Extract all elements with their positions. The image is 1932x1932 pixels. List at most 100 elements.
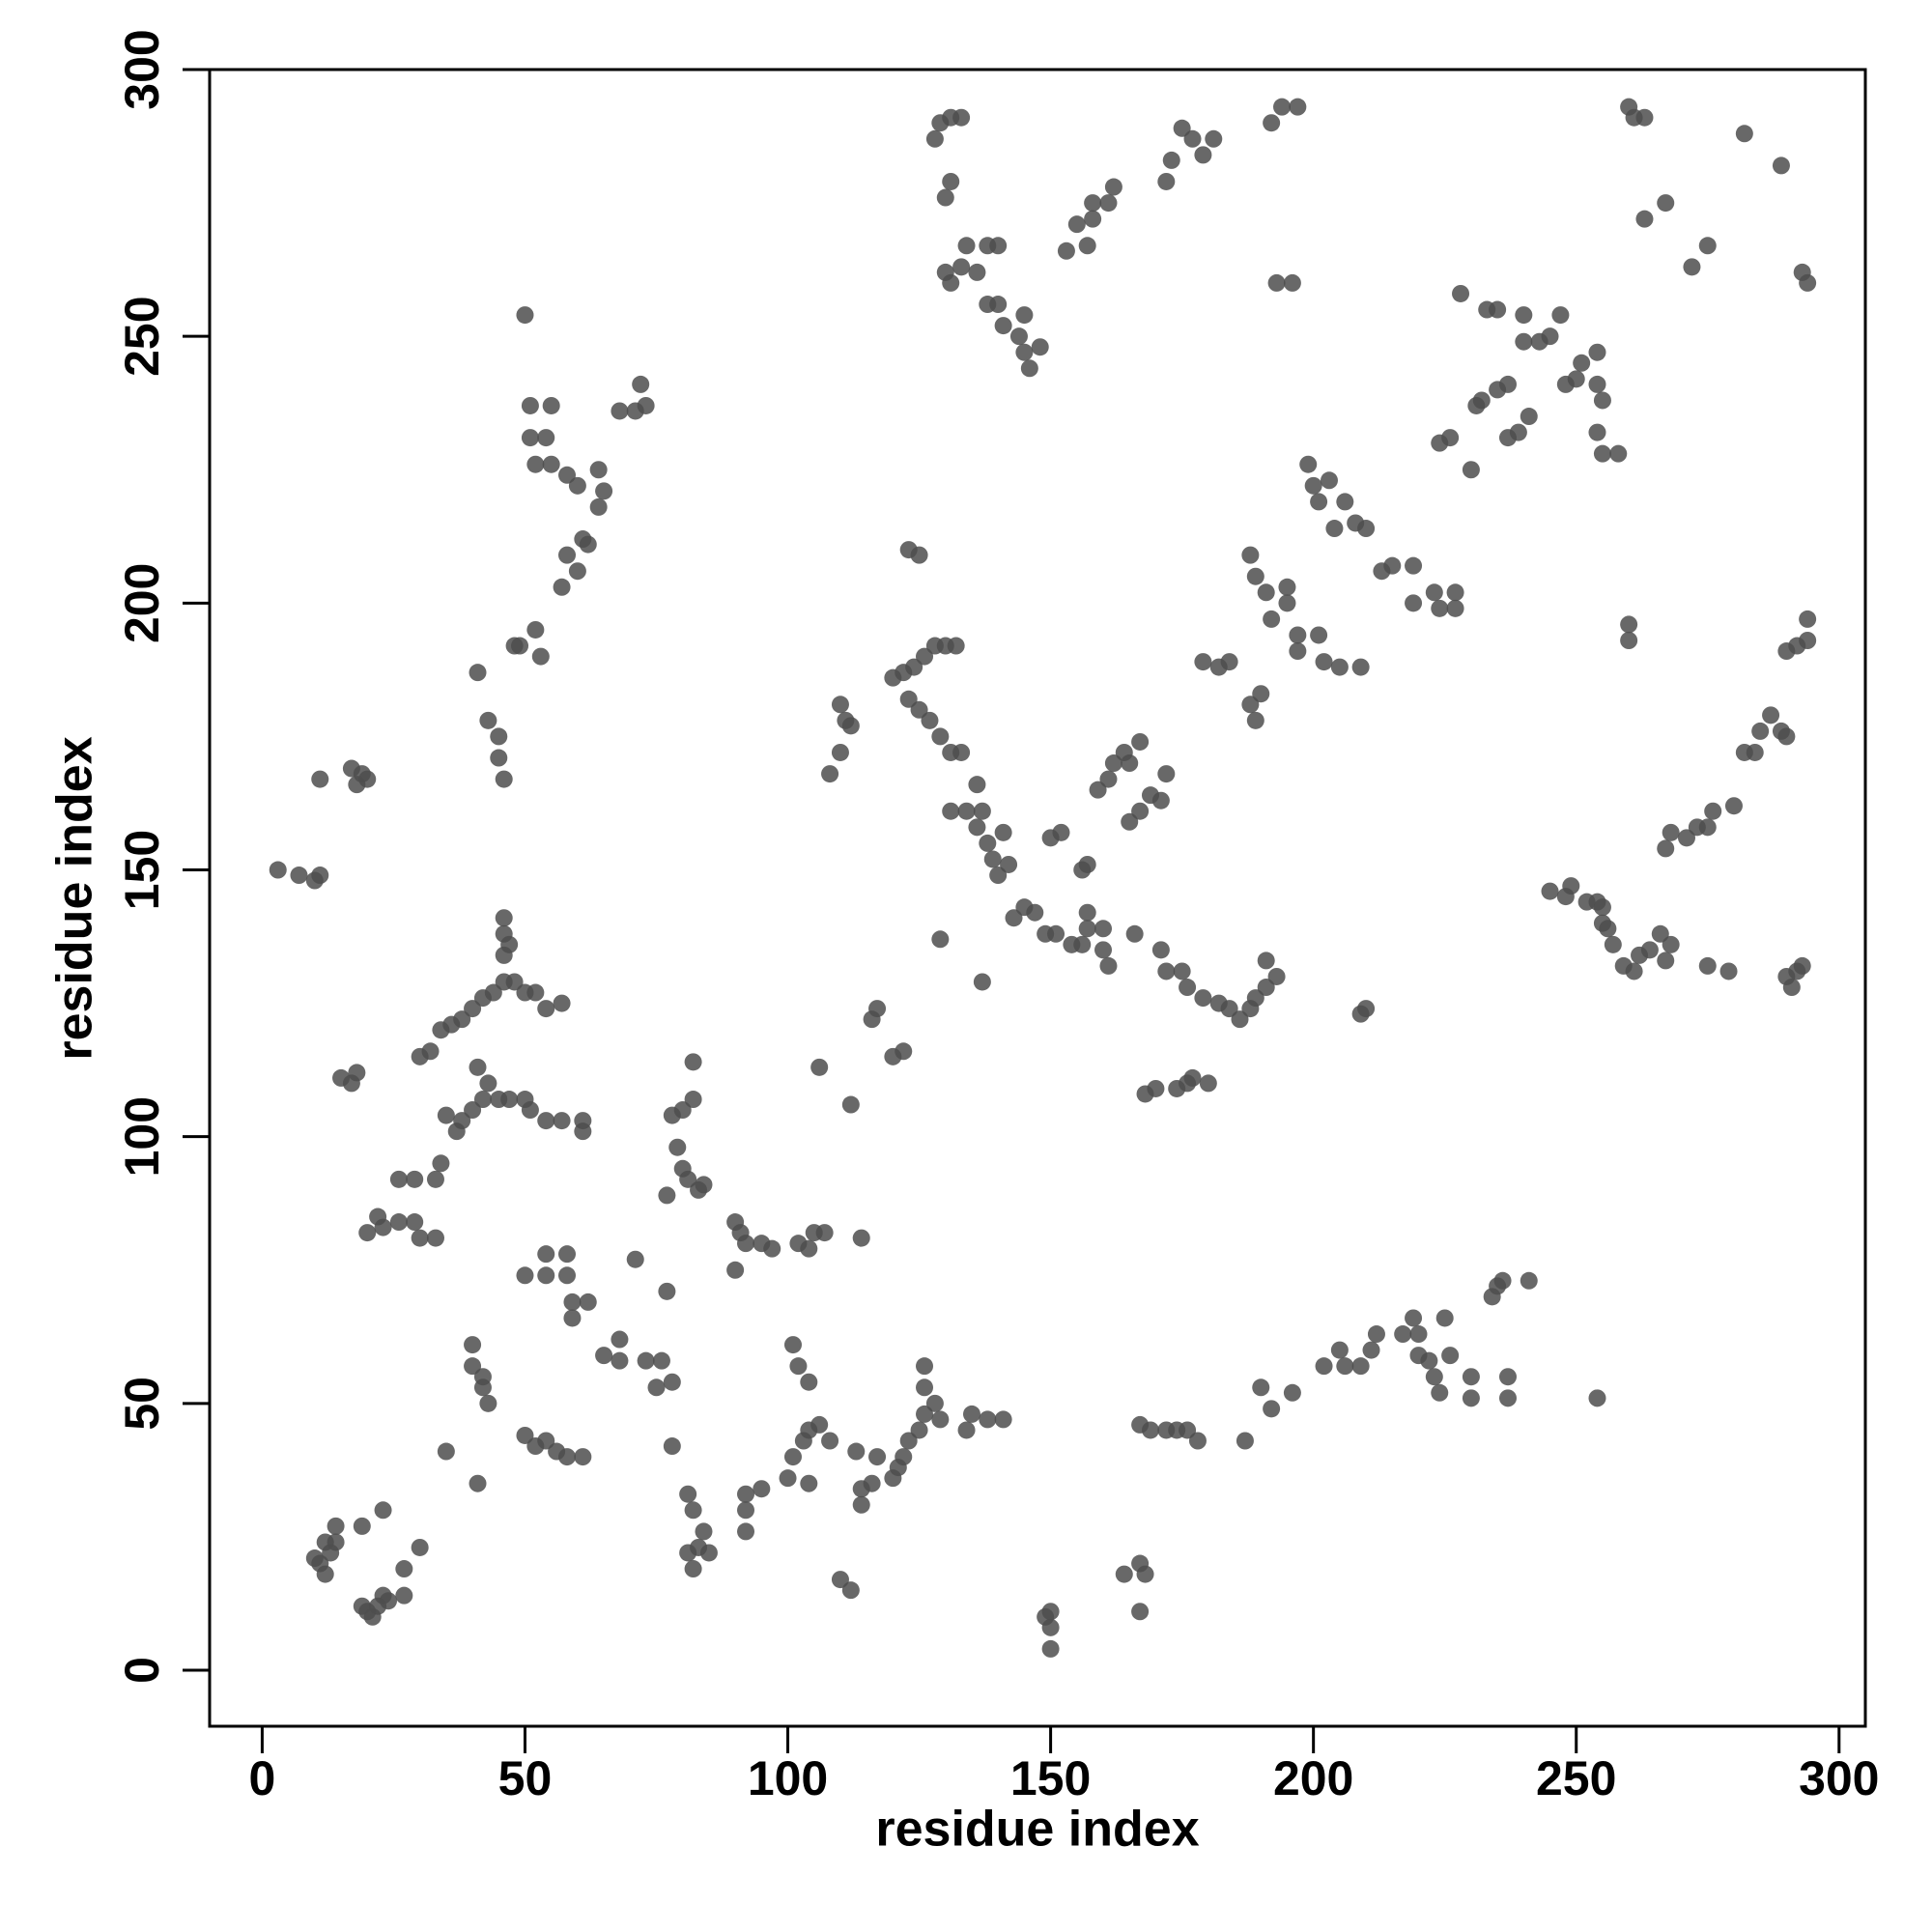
point — [1498, 1368, 1517, 1386]
point — [1762, 706, 1780, 724]
point — [1772, 156, 1790, 175]
point — [464, 1336, 482, 1354]
point — [637, 396, 655, 414]
point — [1267, 273, 1286, 292]
point — [989, 867, 1008, 885]
point — [783, 1336, 802, 1354]
point — [464, 1101, 482, 1120]
x-tick-label: 250 — [1536, 1751, 1616, 1805]
point — [1657, 194, 1675, 213]
point — [1441, 429, 1460, 447]
point — [1441, 1347, 1460, 1365]
point — [500, 1091, 519, 1109]
point — [495, 770, 513, 788]
point — [1420, 1351, 1438, 1370]
point — [952, 743, 971, 761]
point — [1194, 653, 1212, 671]
point — [1020, 359, 1038, 378]
point — [437, 1442, 455, 1461]
point — [327, 1517, 345, 1535]
point — [925, 1394, 944, 1412]
point — [1151, 941, 1170, 959]
point — [1257, 979, 1275, 997]
point — [1299, 455, 1318, 473]
point — [490, 727, 508, 746]
point — [574, 1122, 592, 1141]
point — [1263, 114, 1281, 132]
point — [1162, 151, 1180, 169]
point — [658, 1186, 676, 1205]
point — [679, 1170, 697, 1188]
point — [1336, 493, 1354, 511]
point — [1462, 1368, 1480, 1386]
point — [1015, 343, 1034, 361]
point — [611, 1351, 629, 1370]
point — [899, 541, 918, 559]
point — [1094, 920, 1113, 938]
point — [426, 1229, 444, 1247]
point — [1115, 1565, 1133, 1583]
point — [647, 1378, 666, 1397]
point — [1425, 1368, 1443, 1386]
point — [1609, 444, 1628, 463]
point — [994, 823, 1012, 841]
y-tick-label: 0 — [115, 1657, 169, 1684]
point — [1489, 300, 1507, 319]
point — [1746, 743, 1764, 761]
point — [563, 1293, 582, 1311]
point — [595, 482, 613, 500]
point — [1099, 194, 1118, 213]
x-tick-label: 100 — [748, 1751, 828, 1805]
point — [1041, 1603, 1060, 1621]
point — [852, 1229, 870, 1247]
point — [437, 1106, 455, 1124]
point — [658, 1282, 676, 1300]
point — [290, 867, 308, 885]
point — [1121, 812, 1139, 831]
point — [1067, 215, 1086, 234]
plot-frame — [208, 68, 1867, 1728]
point — [1336, 1357, 1354, 1376]
y-tick-label: 150 — [115, 830, 169, 910]
point — [763, 1239, 781, 1258]
point — [679, 1485, 697, 1503]
point — [737, 1522, 755, 1541]
point — [579, 1293, 597, 1311]
point — [841, 1581, 860, 1600]
point — [684, 1501, 702, 1520]
point — [1041, 1618, 1060, 1636]
point — [537, 1245, 555, 1264]
point — [611, 402, 629, 420]
point — [936, 188, 954, 207]
point — [916, 1405, 934, 1423]
point — [526, 620, 545, 639]
point — [910, 1421, 928, 1439]
point — [1405, 1309, 1423, 1327]
point — [1199, 1074, 1217, 1093]
point — [1220, 653, 1238, 671]
point — [632, 375, 650, 393]
point — [1462, 1389, 1480, 1407]
point — [432, 1154, 450, 1173]
point — [1620, 615, 1638, 634]
point — [558, 466, 577, 484]
point — [1136, 1565, 1154, 1583]
point — [1362, 1341, 1380, 1359]
point — [1267, 967, 1286, 985]
point — [1635, 108, 1654, 127]
point — [1567, 370, 1585, 388]
point — [1236, 1432, 1254, 1450]
point — [1493, 1271, 1512, 1290]
point — [1751, 722, 1770, 740]
point — [353, 1517, 371, 1535]
point — [531, 647, 550, 666]
y-tick-label: 300 — [115, 29, 169, 109]
point — [1330, 1341, 1349, 1359]
point — [479, 1394, 497, 1412]
point — [1588, 375, 1606, 393]
point — [800, 1239, 818, 1258]
x-tick-label: 300 — [1799, 1751, 1879, 1805]
point — [473, 1378, 492, 1397]
